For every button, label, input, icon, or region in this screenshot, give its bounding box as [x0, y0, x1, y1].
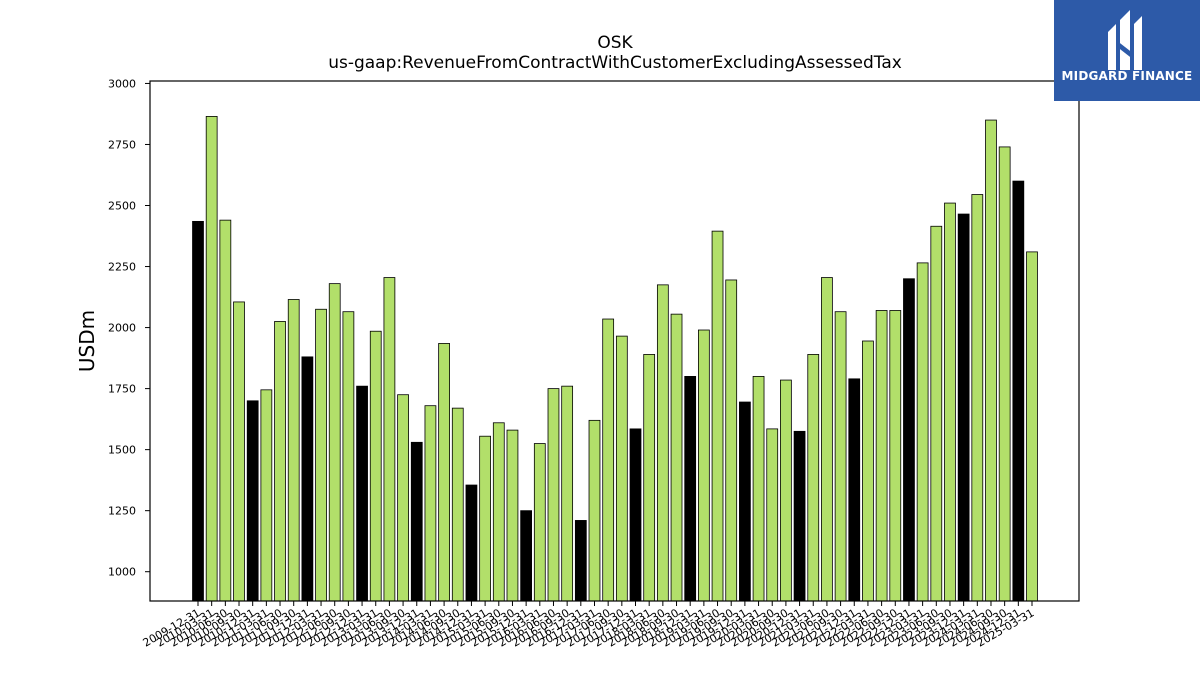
bar-2021-12-31: [848, 378, 861, 602]
bar-2018-03-31: [643, 354, 656, 602]
bar-2019-06-30: [711, 230, 724, 602]
bar-2015-06-30: [492, 422, 505, 602]
bar-2016-12-31: [574, 520, 587, 602]
bar-2013-06-30: [383, 277, 396, 602]
bar-2020-03-31: [752, 375, 765, 602]
bar-2020-12-31: [793, 430, 806, 602]
bar-2020-09-30: [780, 379, 792, 602]
bar-2022-03-31: [862, 340, 874, 602]
bar-2024-12-31: [1012, 180, 1025, 602]
bar-2018-06-30: [656, 284, 669, 602]
bar-2015-12-31: [520, 510, 532, 602]
bar-2018-12-31: [684, 375, 697, 602]
bar-2023-09-30: [944, 202, 956, 602]
bar-2014-09-30: [451, 407, 464, 602]
bar-2010-03-31: [205, 116, 218, 602]
bar-2010-12-31: [246, 400, 259, 602]
bar-2022-06-30: [875, 310, 888, 602]
bar-2009-12-31: [192, 220, 204, 602]
bar-2024-09-30: [998, 146, 1011, 602]
bar-2024-06-30: [985, 119, 997, 602]
x-axis-ticks: 2009-12-312010-03-312010-06-302010-09-30…: [141, 601, 1037, 650]
bar-2013-09-30: [397, 394, 409, 602]
bar-2025-03-31: [1026, 251, 1038, 602]
bar-2017-06-30: [602, 318, 615, 602]
bar-2015-03-31: [479, 435, 491, 602]
bar-2016-06-30: [547, 388, 560, 602]
y-tick-label: 2250: [108, 261, 136, 274]
bar-2020-06-30: [766, 428, 779, 602]
y-tick-label: 2750: [108, 138, 136, 151]
bar-2021-09-30: [834, 311, 847, 602]
bar-2022-09-30: [889, 310, 902, 602]
midgard-finance-logo: MIDGARD FINANCE: [1054, 0, 1200, 101]
bar-2017-03-31: [588, 419, 601, 602]
bar-2014-03-31: [424, 405, 437, 602]
bar-2016-09-30: [561, 385, 574, 602]
bar-2011-12-31: [301, 356, 314, 602]
bar-2022-12-31: [903, 278, 915, 602]
bar-2018-09-30: [670, 313, 683, 602]
y-tick-label: 1750: [108, 383, 136, 396]
y-tick-label: 3000: [108, 77, 136, 90]
y-axis-label: USDm: [75, 310, 99, 372]
bar-2019-03-31: [698, 329, 710, 602]
bar-2015-09-30: [506, 429, 519, 602]
logo-text: MIDGARD FINANCE: [1061, 69, 1193, 83]
bar-2010-09-30: [233, 301, 245, 602]
plot-frame: [149, 80, 1080, 602]
bar-2013-12-31: [410, 441, 423, 602]
chart-title: OSK: [597, 33, 633, 53]
bar-2012-03-31: [315, 308, 327, 602]
bar-2023-12-31: [957, 213, 970, 602]
bars-group: [192, 116, 1038, 602]
bar-2024-03-31: [971, 194, 984, 602]
y-tick-label: 2000: [108, 322, 136, 335]
bar-2021-06-30: [821, 277, 833, 602]
bar-2014-06-30: [438, 343, 450, 602]
bar-2019-12-31: [739, 401, 751, 602]
y-tick-label: 1250: [108, 505, 136, 518]
y-tick-label: 1000: [108, 566, 136, 579]
bar-2012-09-30: [342, 311, 355, 602]
bar-2017-09-30: [615, 335, 628, 602]
bar-2011-03-31: [260, 389, 273, 602]
bar-2012-12-31: [356, 385, 368, 602]
y-tick-label: 1500: [108, 444, 136, 457]
bar-2021-03-31: [807, 354, 820, 602]
bar-2012-06-30: [328, 283, 341, 602]
bar-2019-09-30: [725, 279, 738, 602]
bar-2016-03-31: [533, 443, 546, 602]
bar-2010-06-30: [219, 219, 232, 602]
bar-2023-03-31: [916, 262, 929, 602]
bar-2023-06-30: [930, 225, 943, 602]
bar-2017-12-31: [629, 428, 642, 602]
y-tick-label: 2500: [108, 200, 136, 213]
bar-2013-03-31: [369, 330, 382, 602]
bar-2011-09-30: [287, 299, 300, 602]
bar-2014-12-31: [465, 484, 478, 602]
chart-subtitle: us-gaap:RevenueFromContractWithCustomerE…: [328, 53, 902, 73]
midgard-logo-icon: [1108, 10, 1142, 70]
y-axis-ticks: 1000 1250 1500 1750 2000 2250 2500 2750 3000: [108, 77, 150, 579]
bar-2011-06-30: [274, 321, 286, 602]
